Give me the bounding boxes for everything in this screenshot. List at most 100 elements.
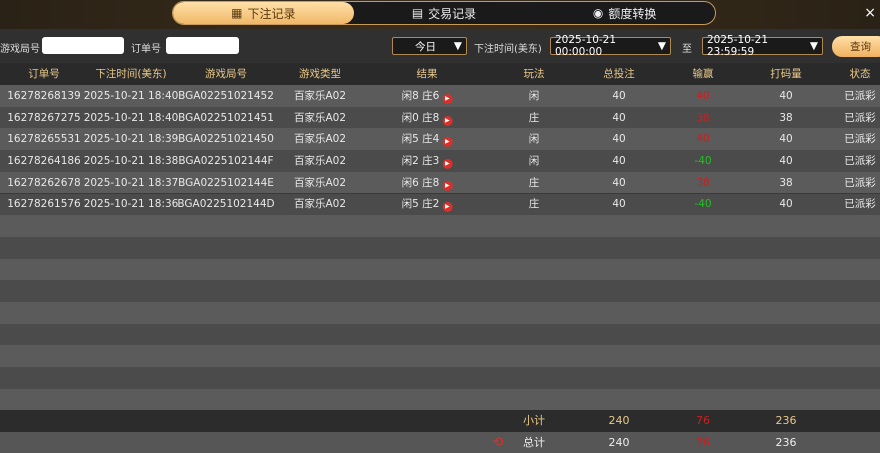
cell-bet: 40 [612,111,625,125]
cell-play: 庄 [529,111,540,125]
valid-text: 40 [779,133,793,146]
order-text: 16278264186 [7,154,81,167]
end-time-select[interactable]: 2025-10-21 23:59:59 ▼ [702,34,823,58]
top-bar: ▦ 下注记录 ▤ 交易记录 ◉ 额度转换 × [0,0,880,29]
cell-order: 16278264186 [7,154,81,168]
time-text: 2025-10-21 18:40 [83,111,179,124]
cell-win: -40 [694,197,711,211]
start-time-select[interactable]: 2025-10-21 00:00:00 ▼ [550,34,671,58]
cell-result: 闲5 庄2 ▶ [402,197,453,213]
period-value: 今日 [415,40,436,53]
valid-text: 38 [779,176,793,189]
cell-result: 闲6 庄8 ▶ [402,176,453,191]
order-text: 16278261576 [7,198,81,211]
game-round-input[interactable] [42,37,124,54]
table-row: 16278264186 2025-10-21 18:38 BGA0225102144… [0,150,880,172]
bet-text: 40 [612,89,626,102]
cell-round: BGA02251021452 [178,89,274,103]
cell-play: 闲 [529,154,540,168]
cell-status: 已派彩 [844,111,876,125]
cell-status: 已派彩 [844,176,876,190]
total-win: 76 [696,435,710,449]
cell-status: 已派彩 [844,154,876,168]
subtotal-valid: 236 [775,414,797,427]
play-replay-icon[interactable]: ▶ [442,115,453,126]
period-select[interactable]: 今日 ▼ [392,37,467,55]
column-header: 下注时间(美东) [95,68,167,80]
cell-time: 2025-10-21 18:39 [84,132,179,146]
play-text: 庄 [528,198,540,211]
play-text: 庄 [528,111,540,124]
column-header: 游戏局号 [205,68,247,80]
cell-bet: 40 [612,197,625,211]
cell-play: 闲 [529,132,540,146]
cell-round: BGA02251021450 [178,132,274,146]
cell-result: 闲5 庄4 ▶ [401,132,453,148]
valid-text: 40 [779,198,793,211]
play-replay-icon[interactable]: ▶ [442,202,453,213]
empty-row [0,258,880,281]
cell-valid: 40 [779,132,792,146]
subtotal-row: 小计 240 76 236 [0,410,880,432]
tab-label: 额度转换 [608,6,657,21]
total-bet: 240 [608,435,630,449]
order-text: 16278268139 [7,89,81,102]
play-replay-icon[interactable]: ▶ [442,93,453,104]
time-text: 2025-10-21 18:36 [83,198,179,211]
status-text: 已派彩 [844,111,876,124]
cell-win: 40 [696,89,709,103]
type-text: 百家乐A02 [293,89,347,102]
bet-text: 40 [612,133,626,146]
tab-bet-records[interactable]: ▦ 下注记录 [173,2,354,24]
cell-order: 16278267275 [7,111,81,125]
cell-time: 2025-10-21 18:40 [84,89,179,103]
order-text: 16278265531 [7,133,81,146]
cell-type: 百家乐A02 [294,89,346,103]
cell-result: 闲8 庄6 ▶ [402,89,453,104]
subtotal-win: 76 [696,414,710,427]
game-round-label: 游戏局号 [0,44,40,55]
order-text: 16278262678 [7,176,81,189]
order-input[interactable] [166,37,239,54]
tab-credit-transfer[interactable]: ◉ 额度转换 [534,2,715,24]
cell-status: 已派彩 [844,89,876,103]
type-text: 百家乐A02 [293,176,347,189]
win-text: 38 [696,111,710,124]
play-replay-icon[interactable]: ▶ [442,137,453,148]
win-text: -40 [694,198,712,211]
cell-order: 16278261576 [7,197,81,211]
column-header: 输赢 [692,68,714,80]
result-text: 闲5 庄4 [401,133,440,146]
empty-row [0,236,880,259]
result-text: 闲2 庄3 [401,154,440,167]
cell-win: 38 [696,111,709,125]
cell-win: -40 [694,154,711,168]
play-replay-icon[interactable]: ▶ [442,158,453,169]
cell-win: 38 [696,176,709,190]
result-text: 闲8 庄6 [401,89,440,102]
empty-row [0,302,880,324]
type-text: 百家乐A02 [293,111,347,124]
refresh-icon[interactable]: ⟲ [492,434,504,450]
tab-transaction-records[interactable]: ▤ 交易记录 [354,2,535,24]
query-button[interactable]: 查询 [832,36,880,57]
bet-text: 40 [612,176,626,189]
play-text: 闲 [528,89,540,102]
cell-type: 百家乐A02 [294,176,346,190]
round-text: BGA0225102144E [178,176,274,189]
cell-status: 已派彩 [844,132,876,146]
close-icon[interactable]: × [864,5,876,21]
round-text: BGA02251021450 [178,133,274,146]
filter-bar: 游戏局号 订单号 今日 ▼ 下注时间(美东) 2025-10-21 00:00:0… [0,29,880,63]
cell-status: 已派彩 [844,197,876,211]
column-header: 结果 [416,68,438,80]
cell-valid: 38 [779,176,792,190]
status-text: 已派彩 [844,176,876,189]
play-replay-icon[interactable]: ▶ [442,180,453,191]
cell-time: 2025-10-21 18:40 [84,111,179,125]
empty-row [0,367,880,389]
valid-text: 38 [779,111,793,124]
cell-bet: 40 [612,154,625,168]
column-header: 状态 [849,68,871,80]
cell-play: 庄 [529,176,540,190]
